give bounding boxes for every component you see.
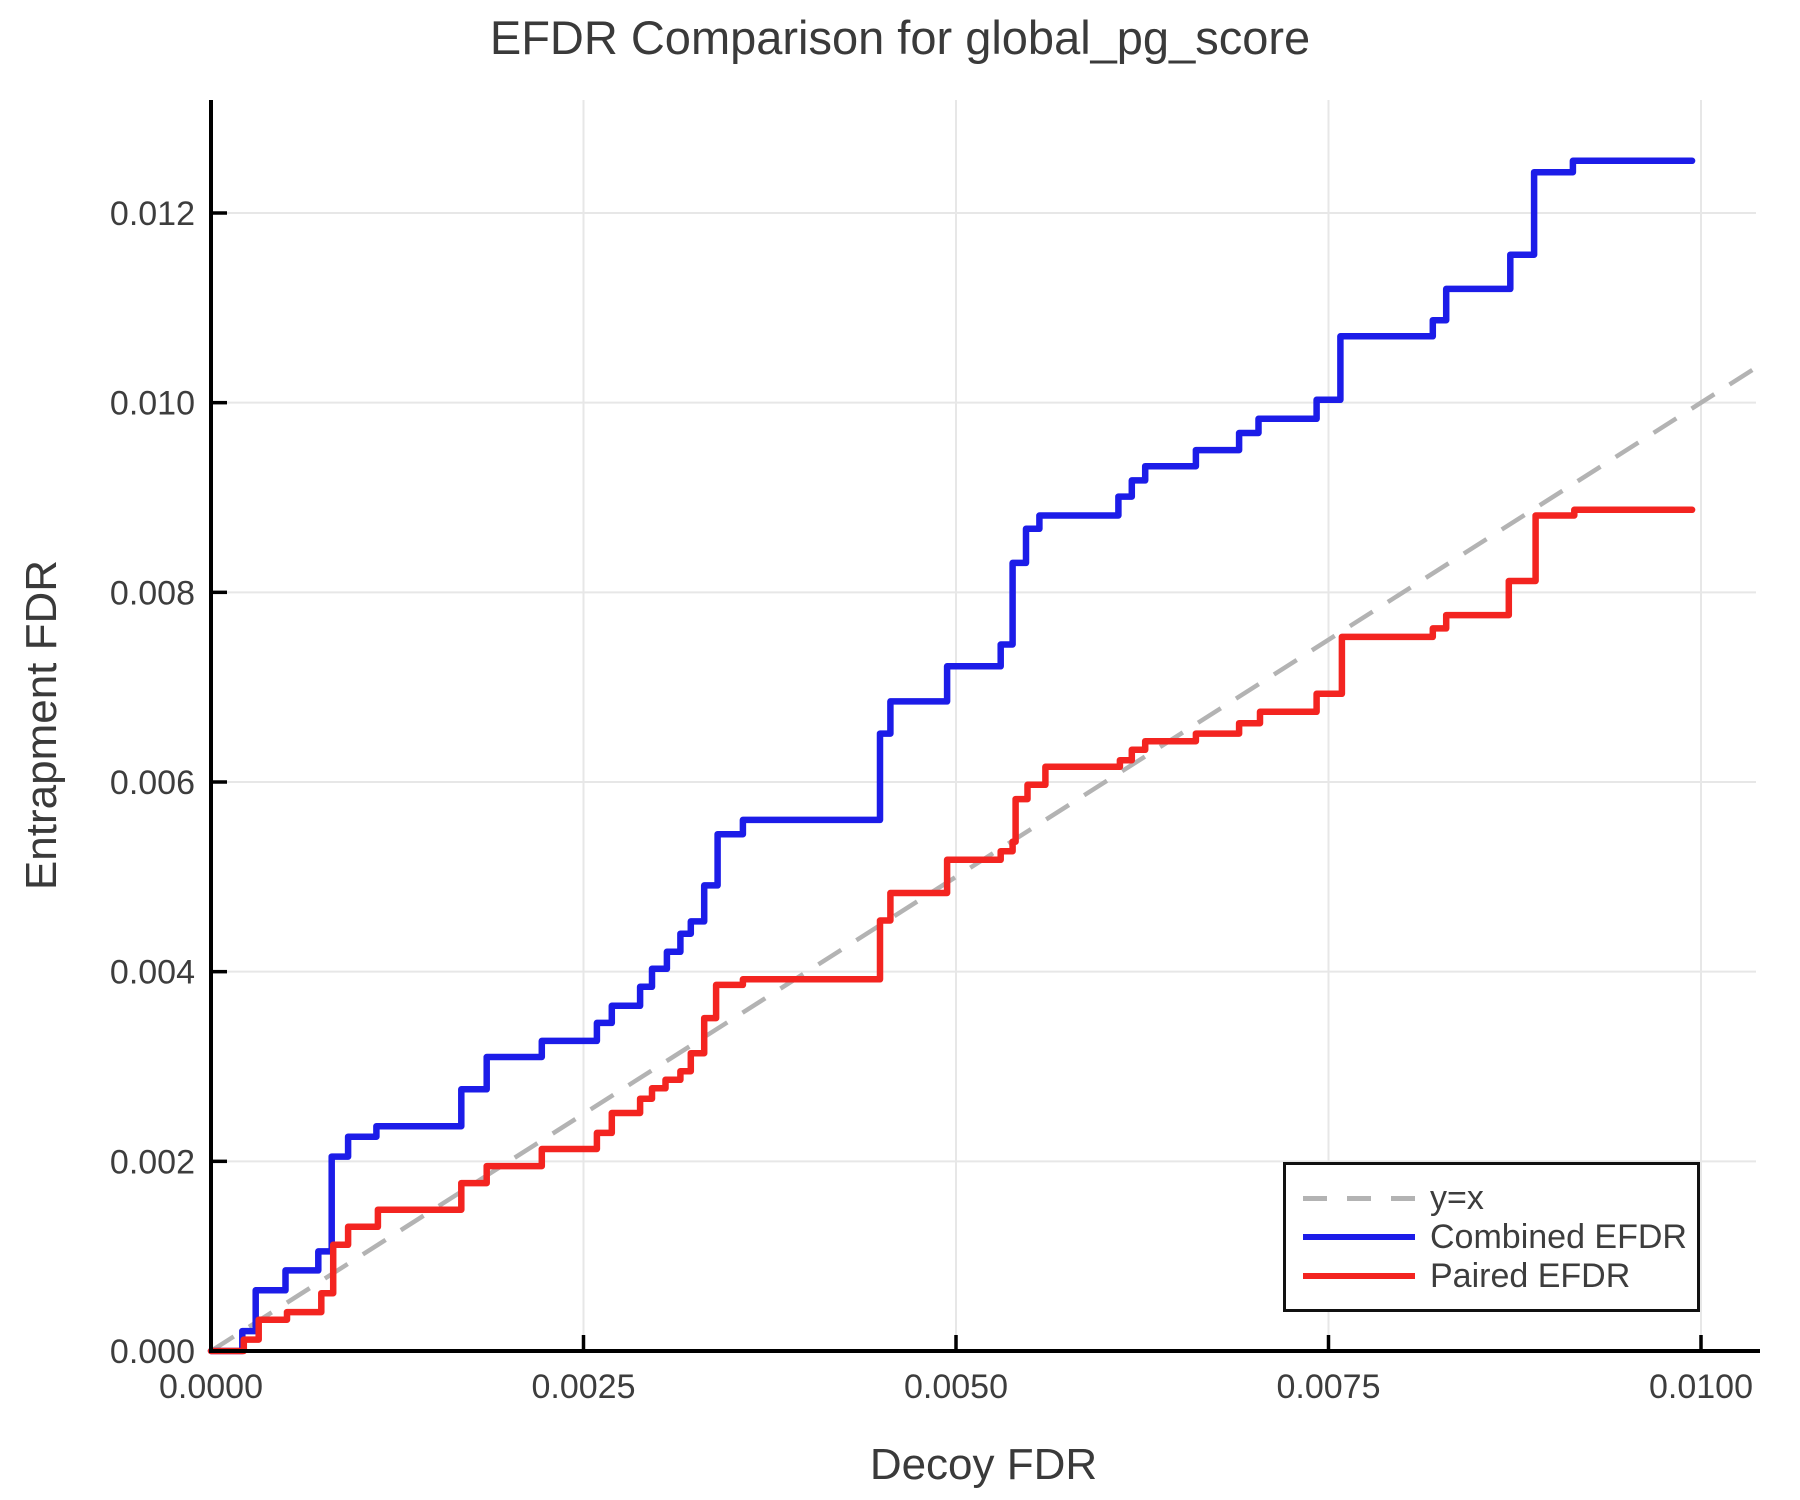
y-tick-label: 0.002 <box>110 1143 195 1181</box>
x-tick-label: 0.0000 <box>159 1368 263 1406</box>
combined-efdr-line-sample <box>1303 1234 1415 1240</box>
x-tick-label: 0.0050 <box>904 1368 1008 1406</box>
legend-label: Combined EFDR <box>1430 1218 1687 1256</box>
y-axis-label: Entrapment FDR <box>17 559 66 891</box>
legend-item-combined: Combined EFDR <box>1303 1219 1697 1255</box>
tick-labels: 0.0000 0.0025 0.0050 0.0075 0.0100 0.000 0.002… <box>110 195 1753 1406</box>
y-tick-label: 0.010 <box>110 385 195 423</box>
combined-efdr-line <box>207 157 1696 1355</box>
legend-item-identity: y=x <box>1303 1180 1697 1216</box>
x-tick-label: 0.0025 <box>532 1368 636 1406</box>
y-tick-label: 0.004 <box>110 954 195 992</box>
legend-label: Paired EFDR <box>1430 1257 1631 1295</box>
identity-line-sample <box>1303 1195 1415 1201</box>
y-tick-label: 0.012 <box>110 195 195 233</box>
x-axis-label: Decoy FDR <box>869 1440 1098 1489</box>
series-lines <box>207 157 1757 1355</box>
legend: y=x Combined EFDR Paired EFDR <box>1283 1162 1700 1312</box>
legend-label: y=x <box>1430 1179 1484 1217</box>
x-tick-label: 0.0075 <box>1277 1368 1381 1406</box>
chart-title: EFDR Comparison for global_pg_score <box>489 11 1311 64</box>
y-tick-label: 0.000 <box>110 1333 195 1371</box>
y-tick-label: 0.006 <box>110 764 195 802</box>
paired-efdr-line <box>207 506 1696 1355</box>
y-tick-label: 0.008 <box>110 574 195 612</box>
axis-spines <box>209 100 1760 1353</box>
legend-item-paired: Paired EFDR <box>1303 1258 1697 1294</box>
axis-ticks <box>209 211 1703 1353</box>
x-tick-label: 0.0100 <box>1649 1368 1753 1406</box>
paired-efdr-line-sample <box>1303 1273 1415 1279</box>
gridlines <box>211 100 1756 1351</box>
